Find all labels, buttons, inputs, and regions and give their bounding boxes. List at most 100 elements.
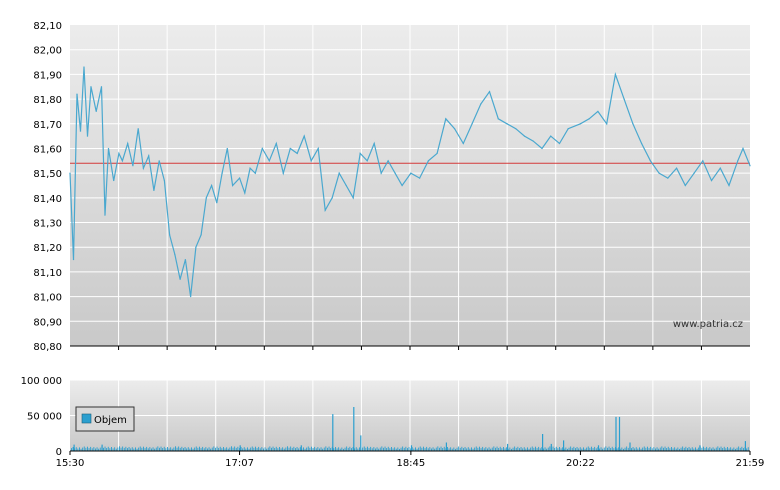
price-point [667, 177, 669, 179]
volume-bar [106, 448, 108, 451]
volume-bar [242, 448, 244, 451]
volume-bar [239, 448, 240, 451]
volume-bar [215, 447, 216, 451]
volume-bar [669, 448, 671, 451]
volume-bar [96, 447, 98, 451]
price-point [597, 110, 599, 113]
price-y-tick-label: 81,10 [33, 268, 62, 279]
volume-bar [195, 446, 197, 451]
volume-bar [248, 448, 250, 451]
volume-bar [263, 448, 264, 451]
volume-bar [682, 446, 684, 451]
volume-bar [354, 448, 356, 451]
volume-bar [309, 447, 311, 451]
volume-bar [552, 446, 554, 451]
volume-bar [621, 447, 623, 451]
volume-bar [202, 446, 204, 451]
volume-bar [501, 448, 503, 451]
volume-bar [731, 448, 733, 451]
price-point [190, 296, 192, 298]
volume-bar [293, 446, 295, 451]
price-point [436, 152, 438, 154]
volume-bar [435, 447, 437, 451]
volume-bar [408, 447, 410, 451]
volume-bar [626, 446, 628, 451]
price-point [282, 172, 284, 174]
volume-bar [151, 448, 152, 451]
volume-bar [111, 447, 112, 451]
price-point [352, 197, 354, 199]
volume-bar [576, 447, 578, 451]
volume-bar [221, 448, 223, 451]
volume-bar [173, 447, 175, 451]
volume-bar [383, 447, 384, 451]
volume-bar [112, 448, 114, 451]
volume-bar [677, 447, 679, 451]
volume-bar [423, 446, 424, 451]
volume-bar [194, 447, 196, 451]
volume-bar [431, 448, 432, 451]
volume-bar [125, 446, 127, 451]
volume-bar [504, 448, 506, 451]
price-point [163, 179, 165, 182]
price-point [86, 135, 89, 137]
volume-bar [290, 446, 292, 451]
volume-bar [424, 448, 426, 451]
price-point [331, 197, 333, 199]
volume-x-axis-ticks: 15:30 17:07 18:45 20:22 21:59 [56, 451, 764, 469]
price-point [558, 142, 561, 145]
price-point [445, 118, 447, 120]
volume-bar [589, 447, 591, 451]
volume-bar [703, 446, 704, 451]
volume-bar [538, 446, 540, 451]
volume-bar [99, 447, 101, 451]
volume-bar [461, 446, 463, 451]
volume-bar [378, 448, 380, 451]
price-point [719, 167, 721, 169]
volume-bar [367, 446, 368, 451]
volume-spike [445, 442, 447, 451]
price-point [606, 123, 608, 125]
price-point [79, 130, 82, 132]
volume-bar [407, 448, 408, 451]
volume-bar [567, 448, 568, 451]
volume-bar [211, 447, 213, 451]
volume-bar [679, 448, 680, 451]
volume-bar [375, 448, 376, 451]
volume-bar [184, 447, 186, 451]
volume-bar [429, 447, 431, 451]
volume-bar [339, 448, 341, 451]
volume-bar [410, 448, 412, 451]
volume-bar [179, 447, 181, 451]
volume-bar [725, 448, 727, 451]
volume-bar [229, 447, 231, 451]
volume-bar [640, 448, 642, 451]
volume-bar [459, 447, 461, 451]
price-point [249, 167, 251, 169]
volume-bar [344, 447, 346, 451]
price-point [324, 209, 326, 211]
volume-bar [226, 447, 228, 451]
volume-bar [191, 447, 192, 451]
volume-bar [266, 448, 268, 451]
volume-bar [135, 447, 136, 451]
price-point [210, 184, 213, 187]
volume-bar [503, 447, 504, 451]
volume-bar [323, 447, 325, 451]
volume-bar [543, 448, 544, 451]
volume-bar [645, 447, 647, 451]
volume-bar [736, 447, 738, 451]
volume-bar [312, 448, 314, 451]
volume-bar [322, 448, 324, 451]
price-point [480, 103, 482, 105]
volume-bar [605, 446, 607, 451]
volume-bar [667, 446, 669, 451]
volume-bar [432, 447, 434, 451]
volume-bar [314, 446, 316, 451]
volume-bar [706, 446, 708, 451]
volume-bar [338, 447, 340, 451]
x-tick-label: 18:45 [396, 458, 425, 469]
volume-bar [287, 446, 288, 451]
volume-bar [243, 447, 245, 451]
